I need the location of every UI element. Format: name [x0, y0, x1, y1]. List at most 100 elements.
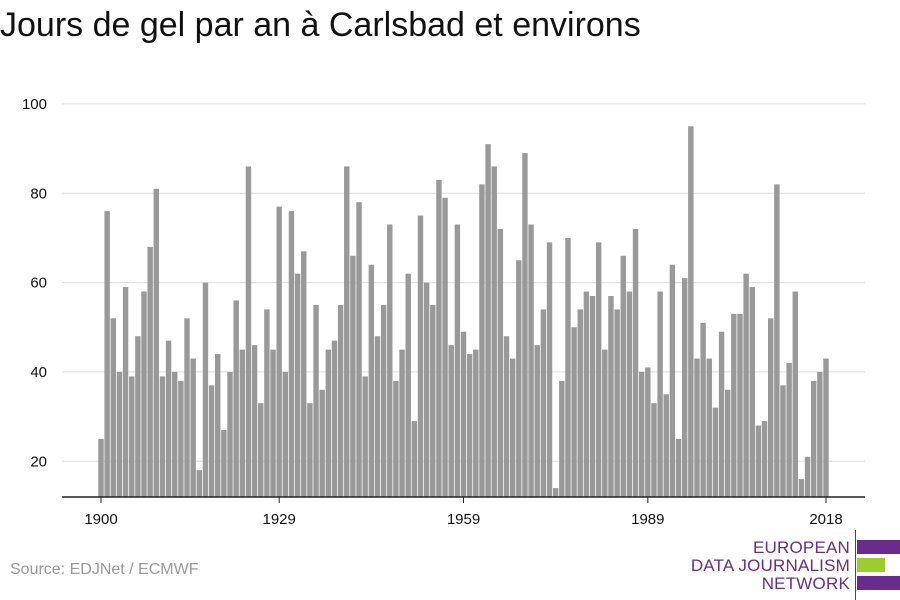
- bar-1937[interactable]: [325, 349, 332, 497]
- bar-1915[interactable]: [190, 358, 196, 497]
- bar-2014[interactable]: [798, 479, 805, 497]
- bar-1978[interactable]: [577, 309, 583, 497]
- bar-2006[interactable]: [749, 287, 755, 497]
- bar-1929[interactable]: [276, 206, 282, 497]
- bar-1980[interactable]: [589, 296, 596, 497]
- bar-1958[interactable]: [454, 224, 461, 498]
- bar-1940[interactable]: [344, 166, 350, 497]
- bar-1962[interactable]: [479, 184, 485, 498]
- bar-1919[interactable]: [215, 354, 221, 497]
- bar-1926[interactable]: [258, 403, 264, 497]
- bar-1914[interactable]: [184, 318, 190, 497]
- bar-1989[interactable]: [645, 367, 651, 497]
- bar-1947[interactable]: [387, 224, 393, 498]
- bar-1981[interactable]: [595, 242, 602, 497]
- bar-1956[interactable]: [442, 197, 448, 497]
- bar-1920[interactable]: [221, 430, 227, 497]
- bar-1906[interactable]: [135, 336, 141, 497]
- bar-1965[interactable]: [497, 229, 504, 497]
- bar-1979[interactable]: [583, 291, 590, 497]
- bar-1941[interactable]: [350, 255, 356, 497]
- bar-2000[interactable]: [712, 407, 719, 497]
- bar-1938[interactable]: [331, 340, 338, 497]
- bar-1951[interactable]: [411, 421, 418, 497]
- bar-1957[interactable]: [448, 345, 454, 497]
- bar-1910[interactable]: [159, 376, 166, 497]
- bar-1912[interactable]: [172, 371, 178, 497]
- bar-1992[interactable]: [663, 394, 669, 497]
- bar-1944[interactable]: [368, 264, 375, 497]
- bar-1942[interactable]: [356, 202, 362, 497]
- bar-1948[interactable]: [393, 380, 399, 497]
- bar-2018[interactable]: [823, 358, 829, 497]
- bar-1939[interactable]: [337, 304, 344, 497]
- bar-2005[interactable]: [743, 273, 749, 497]
- bar-1931[interactable]: [288, 211, 295, 497]
- bar-1935[interactable]: [313, 304, 319, 497]
- bar-1922[interactable]: [233, 300, 239, 497]
- bar-1985[interactable]: [620, 255, 626, 497]
- bar-1986[interactable]: [626, 291, 633, 497]
- bar-1923[interactable]: [239, 349, 246, 497]
- bar-1936[interactable]: [319, 389, 325, 497]
- bar-2007[interactable]: [755, 425, 762, 497]
- bar-1930[interactable]: [282, 371, 289, 497]
- bar-1967[interactable]: [509, 358, 516, 497]
- bar-1955[interactable]: [436, 179, 442, 497]
- bar-1971[interactable]: [534, 345, 540, 497]
- bar-1961[interactable]: [473, 349, 479, 497]
- bar-1946[interactable]: [380, 304, 387, 497]
- bar-1976[interactable]: [565, 237, 571, 497]
- bar-2010[interactable]: [774, 184, 780, 498]
- bar-1917[interactable]: [202, 282, 209, 497]
- bar-2017[interactable]: [817, 371, 823, 497]
- bar-1960[interactable]: [466, 354, 473, 497]
- bar-1982[interactable]: [602, 349, 608, 497]
- bar-1924[interactable]: [245, 166, 252, 497]
- bar-1990[interactable]: [651, 403, 657, 497]
- bar-1903[interactable]: [116, 371, 123, 497]
- bar-2016[interactable]: [811, 380, 817, 497]
- bar-1900[interactable]: [98, 438, 104, 497]
- bar-1991[interactable]: [657, 291, 663, 497]
- bar-1963[interactable]: [485, 144, 491, 497]
- bar-1952[interactable]: [417, 215, 424, 497]
- bar-1933[interactable]: [301, 251, 307, 497]
- bar-2003[interactable]: [731, 313, 737, 497]
- bar-2011[interactable]: [780, 385, 786, 497]
- bar-1916[interactable]: [196, 470, 203, 497]
- bar-2015[interactable]: [804, 456, 811, 497]
- bar-1973[interactable]: [546, 242, 553, 497]
- bar-1907[interactable]: [141, 291, 147, 497]
- bar-1972[interactable]: [540, 309, 547, 497]
- bar-2008[interactable]: [761, 421, 768, 497]
- bar-1987[interactable]: [632, 229, 639, 497]
- edjnet-logo[interactable]: EUROPEAN DATA JOURNALISM NETWORK: [691, 530, 900, 600]
- bar-1994[interactable]: [675, 438, 682, 497]
- bar-2012[interactable]: [786, 363, 792, 497]
- bar-1921[interactable]: [227, 371, 233, 497]
- bar-1959[interactable]: [460, 331, 467, 497]
- bar-1901[interactable]: [104, 211, 110, 497]
- bar-1966[interactable]: [503, 336, 510, 497]
- bar-1953[interactable]: [423, 282, 430, 497]
- bar-1977[interactable]: [571, 327, 577, 497]
- bar-1925[interactable]: [251, 345, 258, 497]
- bar-2013[interactable]: [792, 291, 798, 497]
- bar-1996[interactable]: [688, 126, 694, 498]
- bar-1970[interactable]: [528, 224, 534, 498]
- bar-1983[interactable]: [608, 296, 614, 497]
- bar-1905[interactable]: [129, 376, 135, 497]
- bar-2001[interactable]: [718, 331, 725, 497]
- bar-1969[interactable]: [522, 153, 528, 498]
- bar-1997[interactable]: [694, 358, 700, 497]
- bar-1998[interactable]: [700, 322, 706, 497]
- bar-2004[interactable]: [737, 313, 743, 497]
- bar-1908[interactable]: [147, 246, 153, 497]
- bar-1993[interactable]: [669, 264, 676, 497]
- bar-1902[interactable]: [110, 318, 116, 497]
- bar-1904[interactable]: [122, 287, 129, 497]
- bar-1984[interactable]: [614, 309, 620, 497]
- bar-1950[interactable]: [405, 273, 411, 497]
- bar-1949[interactable]: [399, 349, 405, 497]
